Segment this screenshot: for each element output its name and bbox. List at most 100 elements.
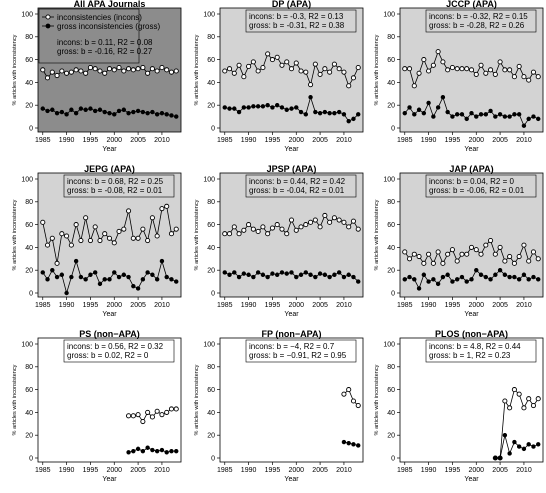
y-tick-label: 60 (25, 222, 33, 229)
y-tick-label: 20 (387, 268, 395, 275)
x-tick-label: 1990 (59, 137, 75, 144)
panel-title: JPSP (APA) (267, 164, 317, 174)
data-point-gross (351, 442, 356, 447)
y-tick-label: 0 (211, 290, 215, 297)
data-point-incons (511, 260, 517, 266)
data-point-gross (88, 106, 93, 111)
data-point-incons (164, 203, 170, 209)
x-tick-label: 2000 (468, 137, 484, 144)
panel-frame (219, 337, 364, 463)
x-tick-label: 2005 (130, 137, 146, 144)
data-point-incons (478, 62, 484, 68)
y-tick-label: 20 (207, 433, 215, 440)
data-point-gross (54, 110, 60, 116)
data-point-incons (269, 225, 275, 231)
panel-frame (219, 7, 364, 133)
y-tick-label: 100 (21, 11, 33, 18)
x-tick-label: 1990 (59, 467, 75, 474)
x-tick-label: 1985 (397, 137, 413, 144)
data-point-gross (488, 277, 493, 282)
data-point-gross (289, 270, 294, 275)
data-point-gross (69, 107, 74, 112)
data-point-incons (145, 70, 151, 76)
data-point-incons (426, 68, 432, 74)
data-point-gross (126, 110, 131, 116)
data-point-incons (507, 67, 513, 73)
data-point-incons (44, 242, 51, 248)
data-point-gross (150, 447, 155, 453)
data-point-incons (168, 406, 175, 412)
data-point-gross (507, 451, 512, 456)
data-point-gross (164, 274, 169, 280)
data-point-incons (402, 249, 408, 255)
data-point-gross (112, 112, 117, 117)
data-point-gross (493, 455, 498, 461)
data-point-incons (274, 222, 280, 228)
data-point-gross (507, 114, 512, 119)
data-point-incons (454, 258, 460, 264)
x-tick-label: 1985 (217, 302, 233, 309)
y-tick-label: 80 (387, 199, 395, 206)
data-point-incons (317, 224, 323, 230)
x-tick-label: 1995 (445, 467, 461, 474)
stat-line: incons: b = 4.8, R2 = 0.44 (429, 342, 521, 351)
data-point-incons (312, 217, 318, 223)
data-point-gross (145, 110, 150, 116)
data-point-incons (406, 256, 413, 262)
data-point-incons (473, 71, 479, 77)
x-tick-label: 1990 (421, 467, 437, 474)
y-tick-label: 20 (387, 103, 395, 110)
data-point-incons (164, 67, 170, 73)
data-point-incons (231, 70, 237, 76)
data-point-gross (450, 114, 455, 119)
x-tick-label: 1990 (241, 137, 257, 144)
data-point-incons (497, 244, 503, 250)
data-point-incons (473, 247, 479, 253)
x-tick-label: 1990 (241, 467, 257, 474)
x-tick-label: 1995 (445, 302, 461, 309)
data-point-gross (294, 274, 299, 280)
data-point-gross (150, 109, 155, 115)
data-point-incons (317, 71, 323, 77)
data-point-incons (355, 226, 361, 232)
data-point-incons (521, 242, 527, 248)
y-tick-label: 80 (207, 199, 215, 206)
data-point-gross (521, 272, 527, 277)
x-tick-label: 2000 (106, 467, 122, 474)
panel-title: JAP (APA) (449, 164, 493, 174)
data-point-incons (68, 69, 74, 75)
y-tick-label: 100 (383, 341, 395, 348)
data-point-gross (536, 116, 541, 122)
data-point-gross (222, 270, 227, 275)
stat-line: incons: b = -0.3, R2 = 0.13 (249, 12, 344, 21)
data-point-gross (402, 277, 407, 282)
data-point-gross (126, 274, 131, 280)
x-tick-label: 1990 (421, 137, 437, 144)
data-point-gross (455, 277, 460, 282)
data-point-incons (78, 238, 84, 244)
panel-title: FP (non−APA) (262, 329, 322, 339)
data-point-incons (73, 222, 79, 228)
data-point-gross (145, 270, 150, 275)
data-point-gross (440, 95, 446, 100)
data-point-gross (102, 109, 107, 115)
data-point-incons (149, 215, 155, 221)
data-point-gross (174, 448, 179, 454)
data-point-gross (121, 272, 127, 277)
stat-line: gross: b = 1, R2 = 0.23 (429, 351, 511, 360)
data-point-incons (426, 251, 432, 257)
data-point-incons (488, 238, 494, 244)
data-point-incons (241, 74, 247, 80)
data-point-incons (106, 235, 113, 241)
data-point-gross (298, 272, 304, 277)
data-point-gross (313, 109, 318, 115)
x-tick-label: 2000 (106, 302, 122, 309)
data-point-incons (459, 66, 465, 72)
legend-label: gross inconsistencies (gross) (57, 22, 160, 31)
data-point-incons (87, 65, 93, 71)
data-point-incons (130, 67, 136, 73)
data-point-incons (521, 405, 527, 411)
data-point-gross (154, 277, 160, 282)
panel-title: JCCP (APA) (446, 0, 497, 9)
y-axis-label: % articles with inconsistency (374, 199, 380, 270)
